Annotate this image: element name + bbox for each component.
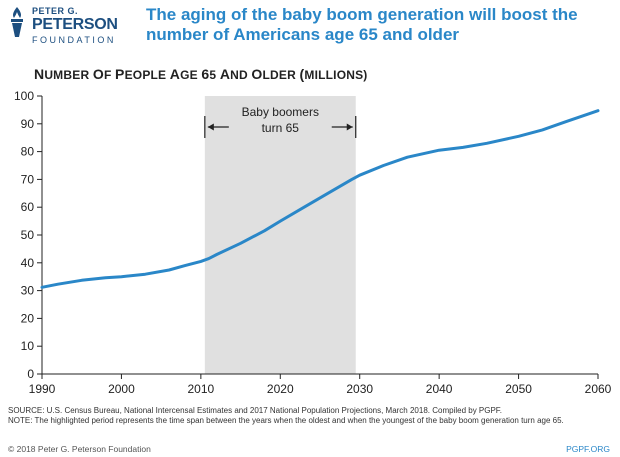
x-tick-label: 2050 (505, 382, 532, 396)
chart-title-word: (MILLIONS) (299, 66, 368, 82)
x-tick-label: 2040 (426, 382, 453, 396)
chart-title-word: PEOPLE (115, 66, 170, 82)
chart-title-word: AND (219, 66, 252, 82)
logo: PETER G. PETERSON FOUNDATION (8, 4, 133, 45)
y-tick-label: 90 (21, 117, 35, 131)
header: PETER G. PETERSON FOUNDATION The aging o… (0, 0, 620, 50)
x-tick-label: 2020 (267, 382, 294, 396)
y-tick-label: 0 (27, 367, 34, 381)
logo-line1: PETER G. (32, 6, 79, 16)
chart-title-word: NUMBER (34, 66, 93, 82)
series-line (40, 109, 600, 289)
torch-icon (11, 7, 23, 37)
note-text: NOTE: The highlighted period represents … (8, 416, 564, 425)
chart-title-word: OLDER (251, 66, 300, 82)
y-tick-label: 100 (14, 89, 34, 103)
y-tick-label: 10 (21, 339, 35, 353)
x-tick-label: 1990 (29, 382, 56, 396)
highlight-label-line1: Baby boomers (242, 105, 319, 119)
y-tick-label: 20 (21, 311, 35, 325)
chart-title-word: AGE (169, 66, 202, 82)
y-tick-label: 60 (21, 200, 35, 214)
y-tick-label: 30 (21, 284, 35, 298)
copyright: © 2018 Peter G. Peterson Foundation (8, 444, 151, 454)
y-tick-label: 80 (21, 145, 35, 159)
highlight-band (204, 96, 356, 374)
left-arrow-head (207, 123, 214, 131)
source-note: SOURCE: U.S. Census Bureau, National Int… (8, 406, 612, 426)
chart-title: NUMBER OF PEOPLE AGE 65 AND OLDER (MILLI… (34, 66, 368, 82)
site-link[interactable]: PGPF.ORG (566, 444, 610, 454)
logo-line3: FOUNDATION (32, 35, 116, 45)
x-tick-label: 2030 (346, 382, 373, 396)
chart-title-word: OF (92, 66, 116, 82)
x-tick-label: 2000 (108, 382, 135, 396)
chart-title-word: 65 (201, 66, 220, 82)
y-tick-label: 40 (21, 256, 35, 270)
source-text: SOURCE: U.S. Census Bureau, National Int… (8, 406, 503, 415)
right-arrow-head (346, 123, 353, 131)
x-tick-label: 2060 (585, 382, 612, 396)
highlight-label-line2: turn 65 (262, 121, 300, 135)
x-tick-label: 2010 (188, 382, 215, 396)
y-tick-label: 70 (21, 172, 35, 186)
y-tick-label: 50 (21, 228, 35, 242)
headline: The aging of the baby boom generation wi… (146, 5, 578, 44)
logo-line2: PETERSON (32, 16, 118, 33)
